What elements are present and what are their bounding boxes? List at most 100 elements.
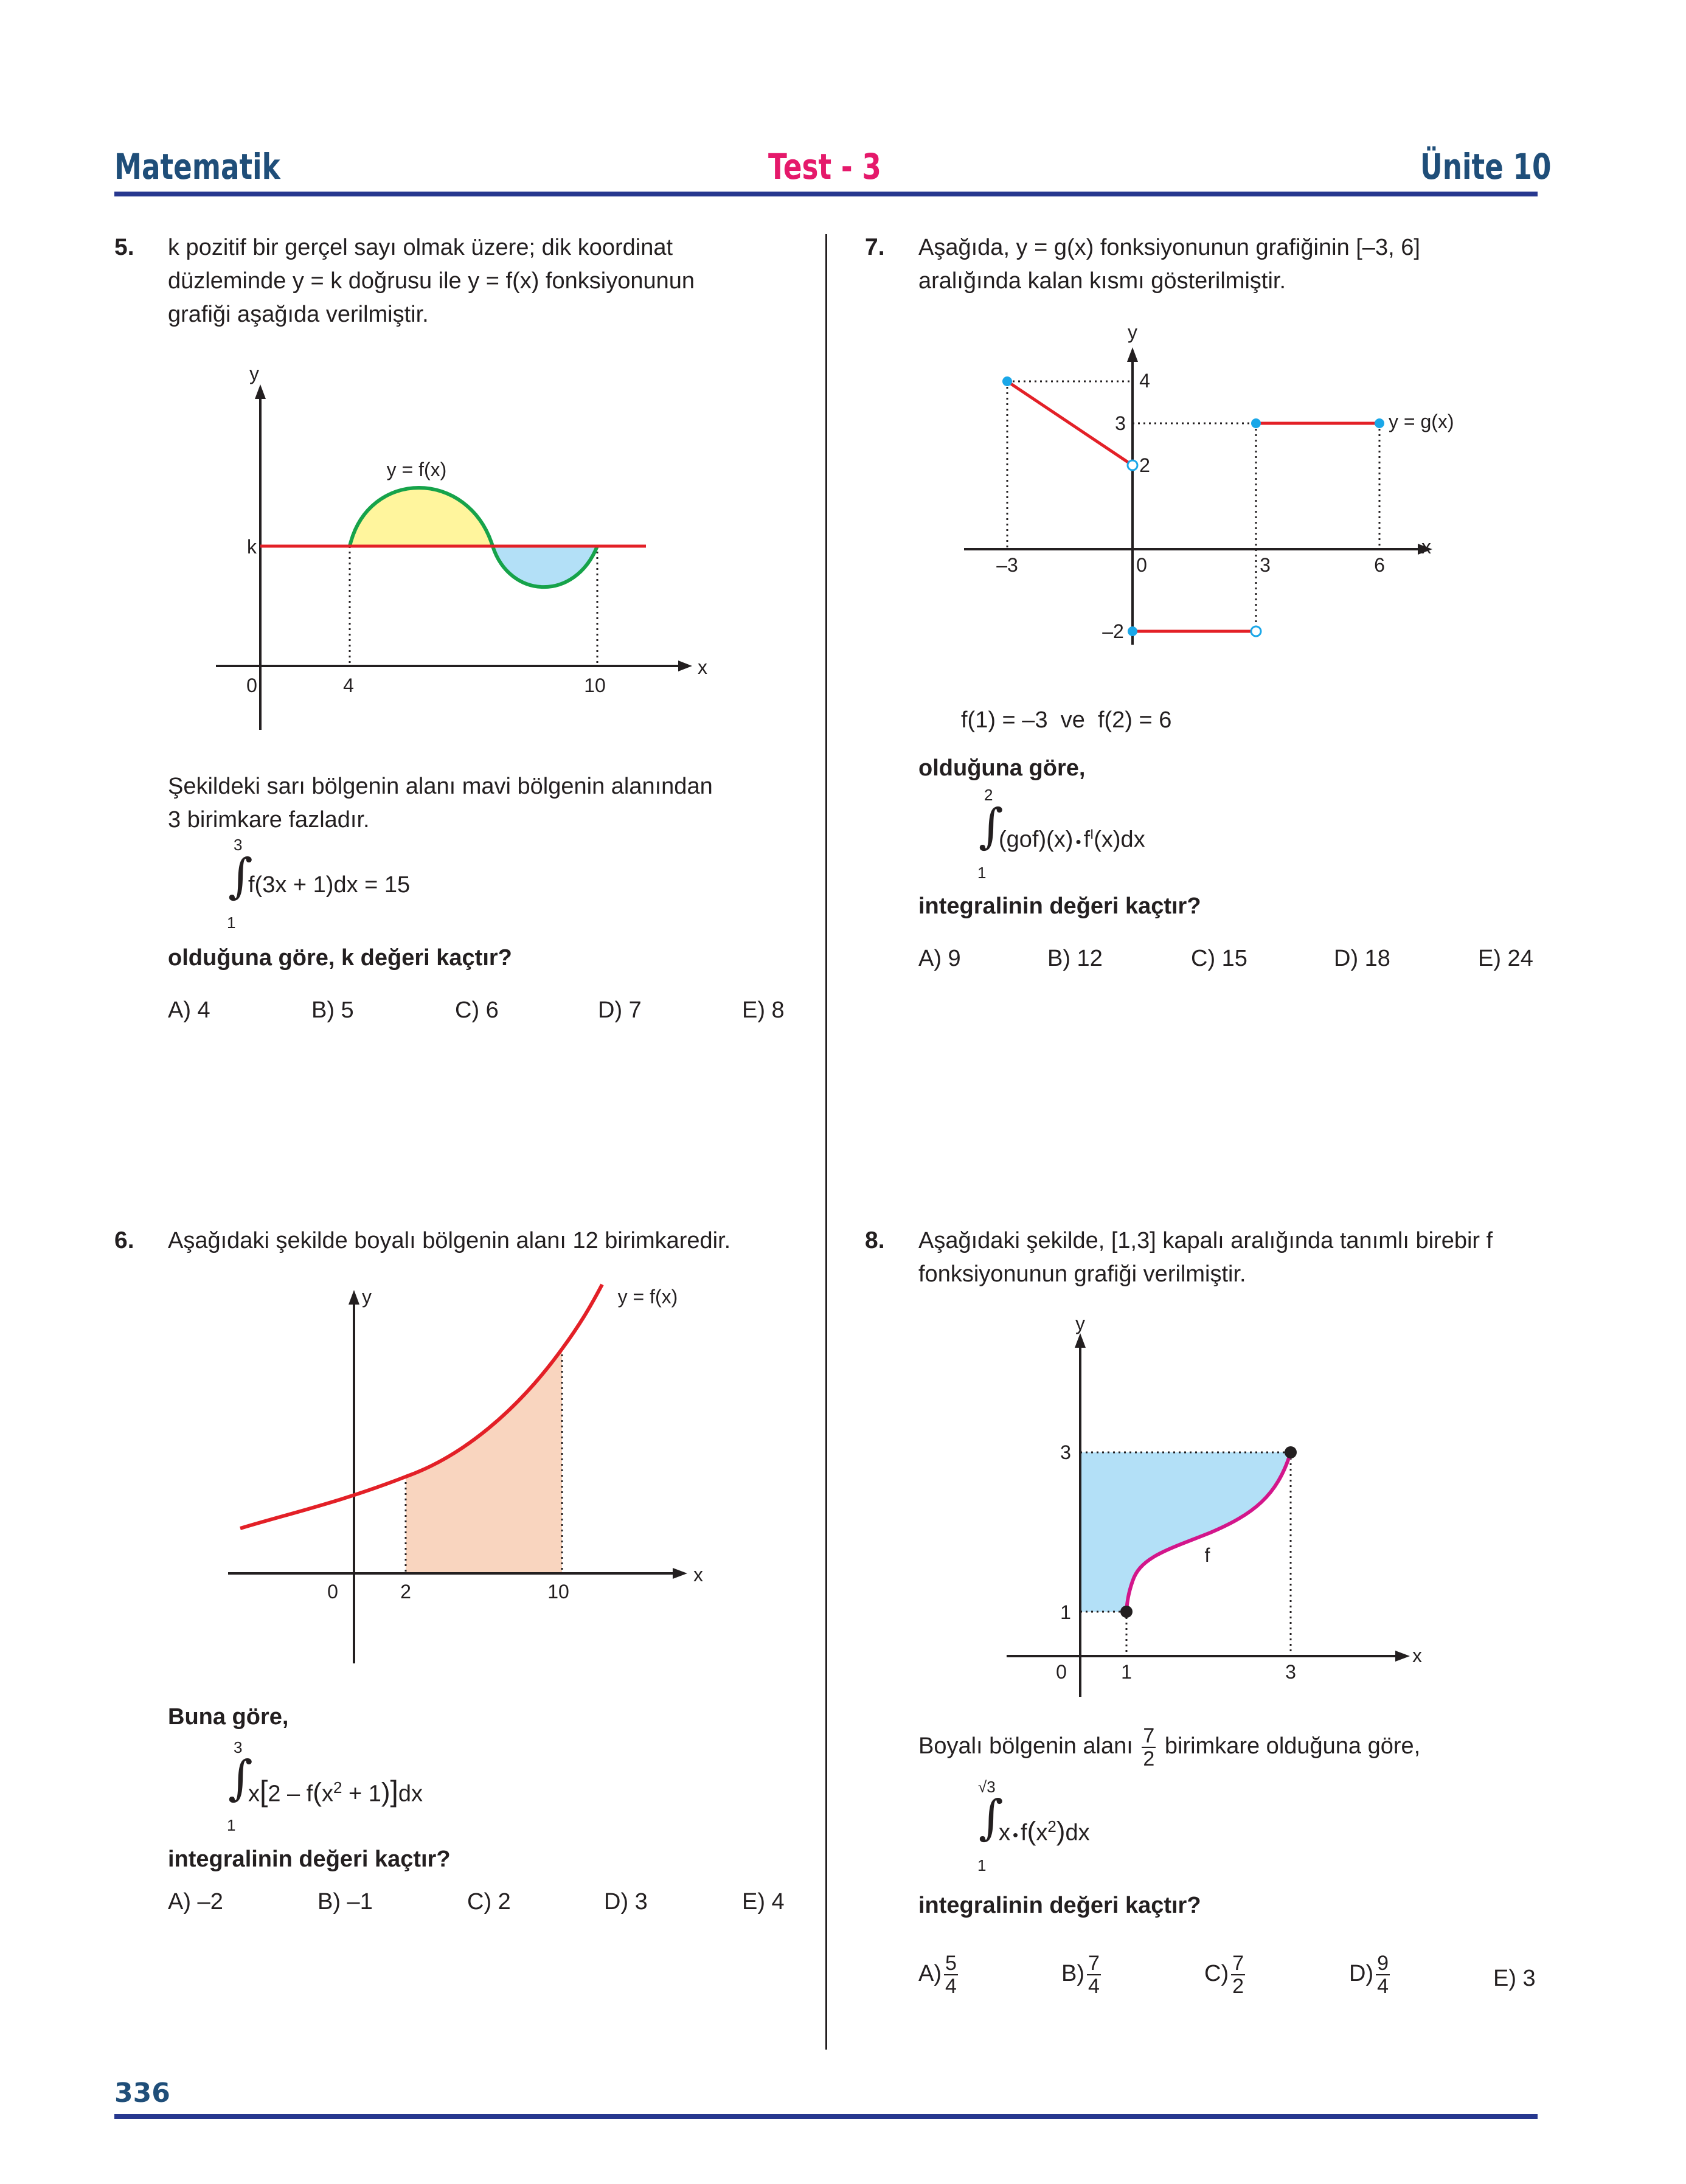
q7-int-expr: (gof)(x) • fI(x)dx <box>999 817 1145 859</box>
q8-point-end <box>1285 1446 1297 1458</box>
q6-option-d[interactable]: D) 3 <box>604 1889 648 1915</box>
q8-question: integralinin değeri kaçtır? <box>918 1893 1201 1918</box>
q7-x-arrow <box>1418 544 1432 555</box>
q6-option-b[interactable]: B) –1 <box>317 1889 373 1915</box>
q8-integral-sign: ∫ <box>979 1791 1004 1845</box>
q7-tick-y3: 3 <box>1115 412 1126 434</box>
q8-option-b[interactable]: B) 7 4 <box>1061 1952 1101 1998</box>
q7-graph: y x y = g(x) 4 3 2 –2 –3 0 3 6 <box>964 321 1454 645</box>
q7-option-a[interactable]: A) 9 <box>918 946 961 971</box>
q7-curve-label: y = g(x) <box>1389 411 1454 432</box>
q6-int-lower: 1 <box>227 1816 236 1834</box>
q7-question: integralinin değeri kaçtır? <box>918 893 1201 919</box>
q8-number: 8. <box>865 1227 885 1253</box>
q7-int-upper: 2 <box>984 786 993 804</box>
q8-origin: 0 <box>1056 1661 1067 1683</box>
q7-given: f(1) = –3 ve f(2) = 6 <box>961 707 1172 733</box>
q8-int-lower: 1 <box>977 1856 987 1874</box>
q7-tick-yn2: –2 <box>1102 620 1124 642</box>
q8-area-text-a: Boyalı bölgenin alanı <box>918 1733 1133 1759</box>
q7-option-e[interactable]: E) 24 <box>1478 946 1533 971</box>
q8-tick-x3: 3 <box>1285 1661 1296 1683</box>
q7-integral-sign: ∫ <box>979 799 1004 854</box>
q6-int-expr: x[2 – f(x2 + 1)]dx <box>248 1775 423 1808</box>
q7-option-c[interactable]: C) 15 <box>1191 946 1247 971</box>
q6-text-1: Aşağıdaki şekilde boyalı bölgenin alanı … <box>168 1228 731 1253</box>
q8-graph: y x f 3 1 0 1 3 <box>1007 1312 1422 1697</box>
q6-integral-sign: ∫ <box>228 1751 253 1806</box>
q6-curve-label: y = f(x) <box>618 1286 678 1308</box>
q7-int-b: f <box>1083 827 1091 853</box>
q6-option-c[interactable]: C) 2 <box>467 1889 511 1915</box>
header-rule <box>114 192 1538 196</box>
q6-x-arrow <box>673 1568 687 1579</box>
q6-question: integralinin değeri kaçtır? <box>168 1846 451 1872</box>
q5-k-label: k <box>247 536 257 558</box>
q5-integral-sign: ∫ <box>228 849 253 904</box>
q7-point-open-2 <box>1126 459 1139 471</box>
q5-tick-4: 4 <box>343 674 354 696</box>
q5-int-lower: 1 <box>227 913 236 932</box>
q7-tick-x6: 6 <box>1374 554 1385 576</box>
q7-segment-1 <box>1006 380 1134 467</box>
q8-option-a[interactable]: A) 5 4 <box>918 1952 958 1998</box>
q5-option-e[interactable]: E) 8 <box>742 997 785 1023</box>
q7-point-end <box>1375 418 1384 428</box>
q7-point-3 <box>1251 418 1261 428</box>
q8-option-e[interactable]: E) 3 <box>1493 1966 1536 1991</box>
q7-number: 7. <box>865 234 885 260</box>
unit-title: Ünite 10 <box>1420 146 1552 187</box>
q6-int-e: dx <box>398 1781 423 1807</box>
q7-int-prime: I <box>1090 827 1094 842</box>
q8-int-expr: x • f(x2)dx <box>999 1816 1090 1846</box>
q5-option-b[interactable]: B) 5 <box>311 997 354 1023</box>
q5-y-label: y <box>249 362 259 384</box>
column-divider <box>825 234 827 2050</box>
q5-int-expr: f(3x + 1)dx = 15 <box>248 872 411 898</box>
q7-tick-x3: 3 <box>1260 554 1271 576</box>
q8-int-dot: • <box>1013 1825 1019 1844</box>
q6-int-upper: 3 <box>234 1738 243 1756</box>
q7-option-d[interactable]: D) 18 <box>1334 946 1390 971</box>
q5-text-3: grafiği aşağıda verilmiştir. <box>168 302 429 327</box>
q6-int-b: 2 – f <box>268 1781 313 1807</box>
q6-y-arrow <box>349 1290 359 1305</box>
q6-shaded-region <box>406 1349 562 1573</box>
q8-x-arrow <box>1395 1651 1410 1662</box>
q7-lead: olduğuna göre, <box>918 755 1086 781</box>
q8-y-arrow <box>1075 1333 1086 1348</box>
q8-curve <box>1125 1452 1292 1612</box>
q8-curve-label: f <box>1205 1544 1210 1566</box>
q5-option-d[interactable]: D) 7 <box>598 997 642 1023</box>
q7-int-lower: 1 <box>977 864 987 882</box>
q6-option-a[interactable]: A) –2 <box>168 1889 223 1915</box>
q8-int-a: x <box>999 1820 1010 1846</box>
q8-option-c[interactable]: C) 7 2 <box>1204 1952 1246 1998</box>
footer-rule <box>114 2114 1538 2119</box>
q6-option-e[interactable]: E) 4 <box>742 1889 785 1915</box>
q6-origin: 0 <box>327 1581 338 1603</box>
q5-condition-1: Şekildeki sarı bölgenin alanı mavi bölge… <box>168 774 713 799</box>
q8-tick-y1: 1 <box>1060 1601 1071 1623</box>
q7-point-neg2 <box>1128 626 1137 636</box>
q5-text-2: düzleminde y = k doğrusu ile y = f(x) fo… <box>168 268 695 294</box>
q5-option-a[interactable]: A) 4 <box>168 997 210 1023</box>
q5-option-c[interactable]: C) 6 <box>455 997 499 1023</box>
q8-y-label: y <box>1075 1312 1085 1334</box>
q7-origin: 0 <box>1136 554 1147 576</box>
q5-question: olduğuna göre, k değeri kaçtır? <box>168 945 512 971</box>
q8-text-1: Aşağıdaki şekilde, [1,3] kapalı aralığın… <box>918 1228 1493 1253</box>
q7-y-label: y <box>1128 321 1137 343</box>
q7-option-b[interactable]: B) 12 <box>1047 946 1103 971</box>
q8-int-d: dx <box>1065 1820 1090 1846</box>
q7-tick-xn3: –3 <box>996 554 1018 576</box>
q7-point-start <box>1002 376 1012 386</box>
q5-origin: 0 <box>246 674 257 696</box>
q6-lead: Buna göre, <box>168 1704 289 1730</box>
subject-title: Matematik <box>114 146 280 187</box>
q5-condition-2: 3 birimkare fazladır. <box>168 807 370 833</box>
q6-int-d: + 1 <box>342 1781 381 1807</box>
q6-int-x: x <box>248 1781 260 1807</box>
q8-option-d[interactable]: D) 9 4 <box>1349 1952 1390 1998</box>
